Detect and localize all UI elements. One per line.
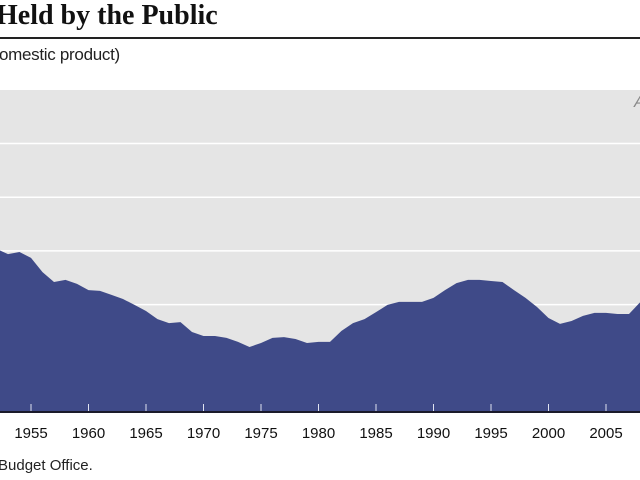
x-tick-label: 1975 (244, 425, 277, 442)
corner-label: A (633, 94, 640, 111)
chart-title: Held by the Public (0, 0, 218, 31)
x-tick-label: 1970 (187, 425, 220, 442)
x-tick-label: 1955 (14, 425, 47, 442)
title-divider (0, 37, 640, 39)
debt-area-series (0, 250, 640, 412)
source-note: Budget Office. (0, 457, 93, 474)
x-tick-label: 1980 (302, 425, 335, 442)
x-tick-label: 1990 (417, 425, 450, 442)
x-tick-label: 1985 (359, 425, 392, 442)
x-tick-label: 2005 (589, 425, 622, 442)
chart-subtitle: omestic product) (0, 45, 120, 64)
x-tick-label: 1965 (129, 425, 162, 442)
x-tick-label: 2000 (532, 425, 565, 442)
x-tick-label: 1960 (72, 425, 105, 442)
x-tick-label: 1995 (474, 425, 507, 442)
